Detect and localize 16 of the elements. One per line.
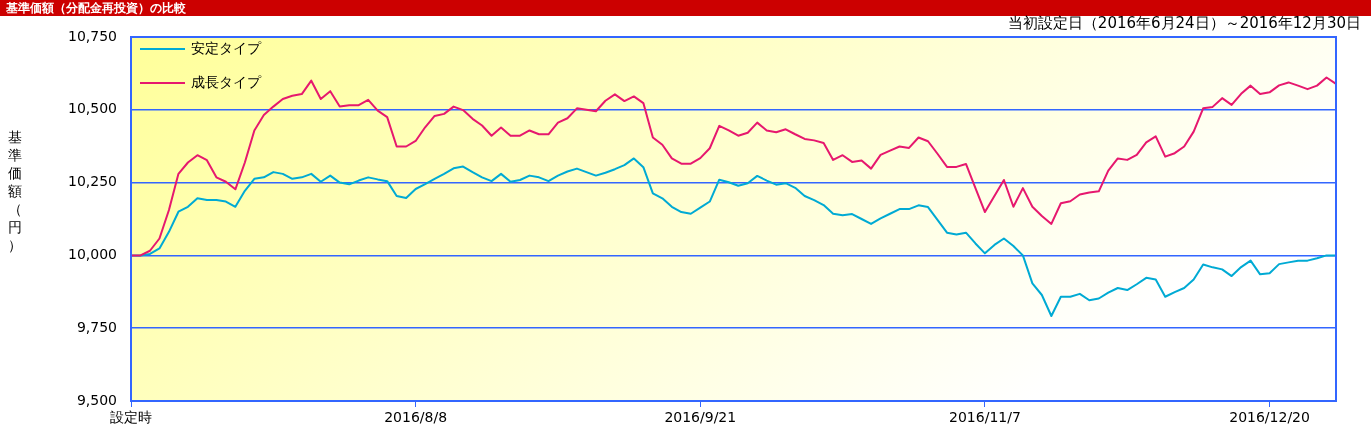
- y-tick-label: 10,750: [68, 27, 117, 44]
- legend-label: 成長タイプ: [191, 74, 261, 92]
- y-tick-label: 9,500: [76, 391, 117, 408]
- y-tick-label: 10,000: [68, 246, 117, 263]
- legend-label: 安定タイプ: [191, 40, 261, 58]
- x-tick-label: 2016/8/8: [384, 409, 448, 426]
- y-tick-label: 9,750: [76, 318, 117, 335]
- x-tick-label: 2016/11/7: [949, 409, 1021, 426]
- x-tick-label: 設定時: [110, 409, 152, 426]
- y-axis-title: 基準価額（円）: [7, 128, 23, 254]
- y-tick-label: 10,250: [68, 173, 117, 190]
- y-tick-label: 10,500: [68, 100, 117, 117]
- x-tick-label: 2016/9/21: [664, 409, 737, 426]
- text: 当初設定日（2016年6月24日）～2016年12月30日: [1007, 14, 1361, 33]
- chart-title: 基準価額（分配金再投資）の比較: [6, 1, 186, 15]
- x-tick-label: 2016/12/20: [1229, 409, 1310, 426]
